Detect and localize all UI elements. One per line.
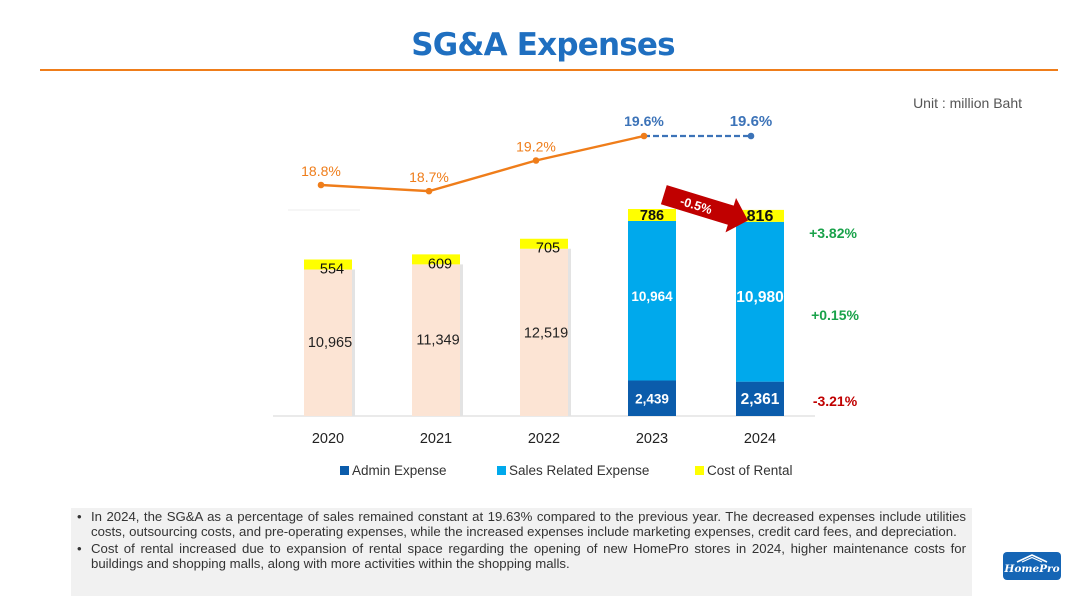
bar-shadow bbox=[460, 264, 463, 416]
unit-label: Unit : million Baht bbox=[913, 95, 1022, 111]
bar-label-combined: 12,519 bbox=[524, 325, 568, 341]
legend-swatch bbox=[695, 466, 704, 475]
change-label-sales: +0.15% bbox=[811, 307, 859, 323]
bullet-icon: • bbox=[77, 509, 82, 524]
bar-admin-sales-combined bbox=[412, 264, 460, 416]
note-text: Cost of rental increased due to expansio… bbox=[91, 541, 966, 571]
note-item: • In 2024, the SG&A as a percentage of s… bbox=[77, 509, 966, 539]
x-tick-label: 2023 bbox=[636, 431, 668, 447]
x-tick-label: 2024 bbox=[744, 431, 776, 447]
bar-rental bbox=[628, 208, 676, 221]
legend-label: Admin Expense bbox=[352, 463, 447, 478]
line-point-label: 19.2% bbox=[516, 139, 556, 155]
legend-swatch bbox=[340, 466, 349, 475]
legend-label: Sales Related Expense bbox=[509, 463, 649, 478]
bar-sales bbox=[736, 221, 784, 382]
logo-roof-icon bbox=[1016, 554, 1048, 563]
bar-label-combined: 11,349 bbox=[416, 333, 459, 349]
x-tick-label: 2021 bbox=[420, 431, 452, 447]
bar-label-admin: 2,439 bbox=[635, 391, 669, 406]
bar-sales bbox=[628, 220, 676, 381]
bar-label-rental: 786 bbox=[640, 208, 664, 224]
bar-rental bbox=[520, 238, 568, 249]
bar-label-sales: 10,980 bbox=[736, 289, 783, 306]
bar-shadow bbox=[352, 269, 355, 416]
line-point bbox=[425, 187, 433, 195]
bullet-icon: • bbox=[77, 541, 82, 556]
line-point-label: 18.8% bbox=[301, 163, 341, 179]
notes-panel: • In 2024, the SG&A as a percentage of s… bbox=[71, 508, 972, 596]
x-tick-label: 2020 bbox=[312, 431, 344, 447]
bar-admin-sales-combined bbox=[304, 269, 352, 416]
legend-swatch bbox=[497, 466, 506, 475]
change-label-admin: -3.21% bbox=[813, 393, 858, 409]
arrow-shape bbox=[660, 185, 748, 233]
bar-rental bbox=[304, 259, 352, 270]
bar-admin bbox=[628, 380, 676, 416]
bar-admin bbox=[736, 381, 784, 416]
line-series-sga-pct bbox=[320, 134, 645, 193]
logo-text: HomePro bbox=[1004, 563, 1060, 575]
line-point-label: 19.6% bbox=[730, 113, 773, 130]
line-point-label: 19.6% bbox=[624, 113, 664, 129]
bar-rental bbox=[736, 209, 784, 222]
bar-label-sales: 10,964 bbox=[631, 289, 673, 304]
bar-label-admin: 2,361 bbox=[741, 391, 780, 408]
line-point bbox=[640, 132, 648, 140]
bar-label-combined: 10,965 bbox=[308, 335, 352, 351]
note-text: In 2024, the SG&A as a percentage of sal… bbox=[91, 509, 966, 539]
bar-rental bbox=[412, 254, 460, 265]
note-item: • Cost of rental increased due to expans… bbox=[77, 541, 966, 571]
line-point-label: 18.7% bbox=[409, 169, 449, 185]
bar-label-rental: 705 bbox=[536, 241, 560, 257]
bar-label-rental: 554 bbox=[320, 262, 344, 278]
arrow-icon: -0.5% bbox=[660, 185, 748, 233]
page-title: SG&A Expenses bbox=[411, 27, 675, 63]
legend-label: Cost of Rental bbox=[707, 463, 793, 478]
line-point bbox=[317, 181, 325, 189]
bar-admin-sales-combined bbox=[520, 248, 568, 416]
change-label-rental: +3.82% bbox=[809, 225, 857, 241]
line-point bbox=[532, 157, 540, 164]
x-tick-label: 2022 bbox=[528, 431, 560, 447]
title-divider bbox=[40, 69, 1058, 71]
bar-shadow bbox=[568, 248, 571, 416]
homepro-logo: HomePro bbox=[1003, 552, 1061, 580]
bar-label-rental: 816 bbox=[747, 208, 774, 225]
line-point bbox=[747, 132, 755, 140]
bar-label-rental: 609 bbox=[428, 256, 452, 272]
